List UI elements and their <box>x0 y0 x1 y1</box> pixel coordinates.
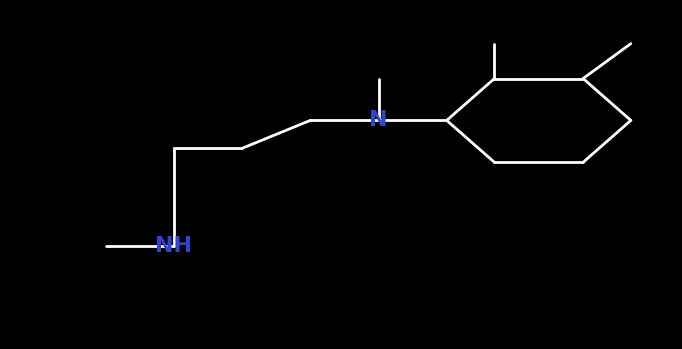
Text: NH: NH <box>155 236 192 256</box>
Text: N: N <box>369 110 388 131</box>
